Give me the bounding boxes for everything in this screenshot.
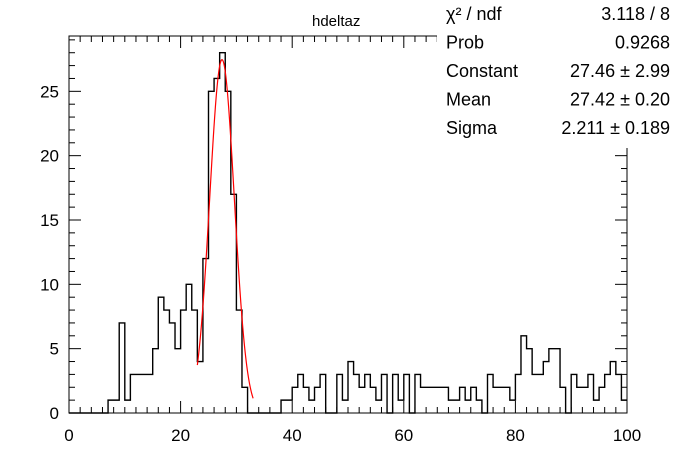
x-tick-label: 20 [171,426,190,445]
stats-value: 0.9268 [615,33,670,53]
x-tick-label: 0 [64,426,73,445]
histogram-title: hdeltaz [312,13,360,30]
y-tick-label: 10 [40,275,59,294]
y-tick-label: 25 [40,82,59,101]
x-tick-label: 40 [283,426,302,445]
stats-label: χ² / ndf [446,4,502,24]
stats-value: 3.118 / 8 [601,4,670,24]
stats-box: χ² / ndf 3.118 / 8 Prob 0.9268 Constant 27.46… [437,0,698,148]
stats-label: Mean [446,90,491,110]
y-tick-label: 20 [40,147,59,166]
stats-box-background [437,0,698,148]
gaussian-fit [196,59,254,399]
histogram-line [69,52,627,414]
y-tick-label: 5 [50,340,59,359]
y-tick-label: 15 [40,211,59,230]
fit-curve [196,59,254,399]
axes-group: 0 20 40 60 80 100 0 5 10 15 20 25 [40,35,641,445]
stats-label: Constant [446,61,518,81]
stats-label: Sigma [446,118,498,138]
stats-value: 27.42 ± 0.20 [570,90,670,110]
x-tick-label: 100 [613,426,641,445]
stats-label: Prob [446,33,484,53]
stats-value: 2.211 ± 0.189 [561,118,670,138]
histogram-series [69,52,627,414]
x-tick-label: 80 [506,426,525,445]
x-tick-label: 60 [394,426,413,445]
stats-value: 27.46 ± 2.99 [570,61,670,81]
y-tick-label: 0 [50,404,59,423]
